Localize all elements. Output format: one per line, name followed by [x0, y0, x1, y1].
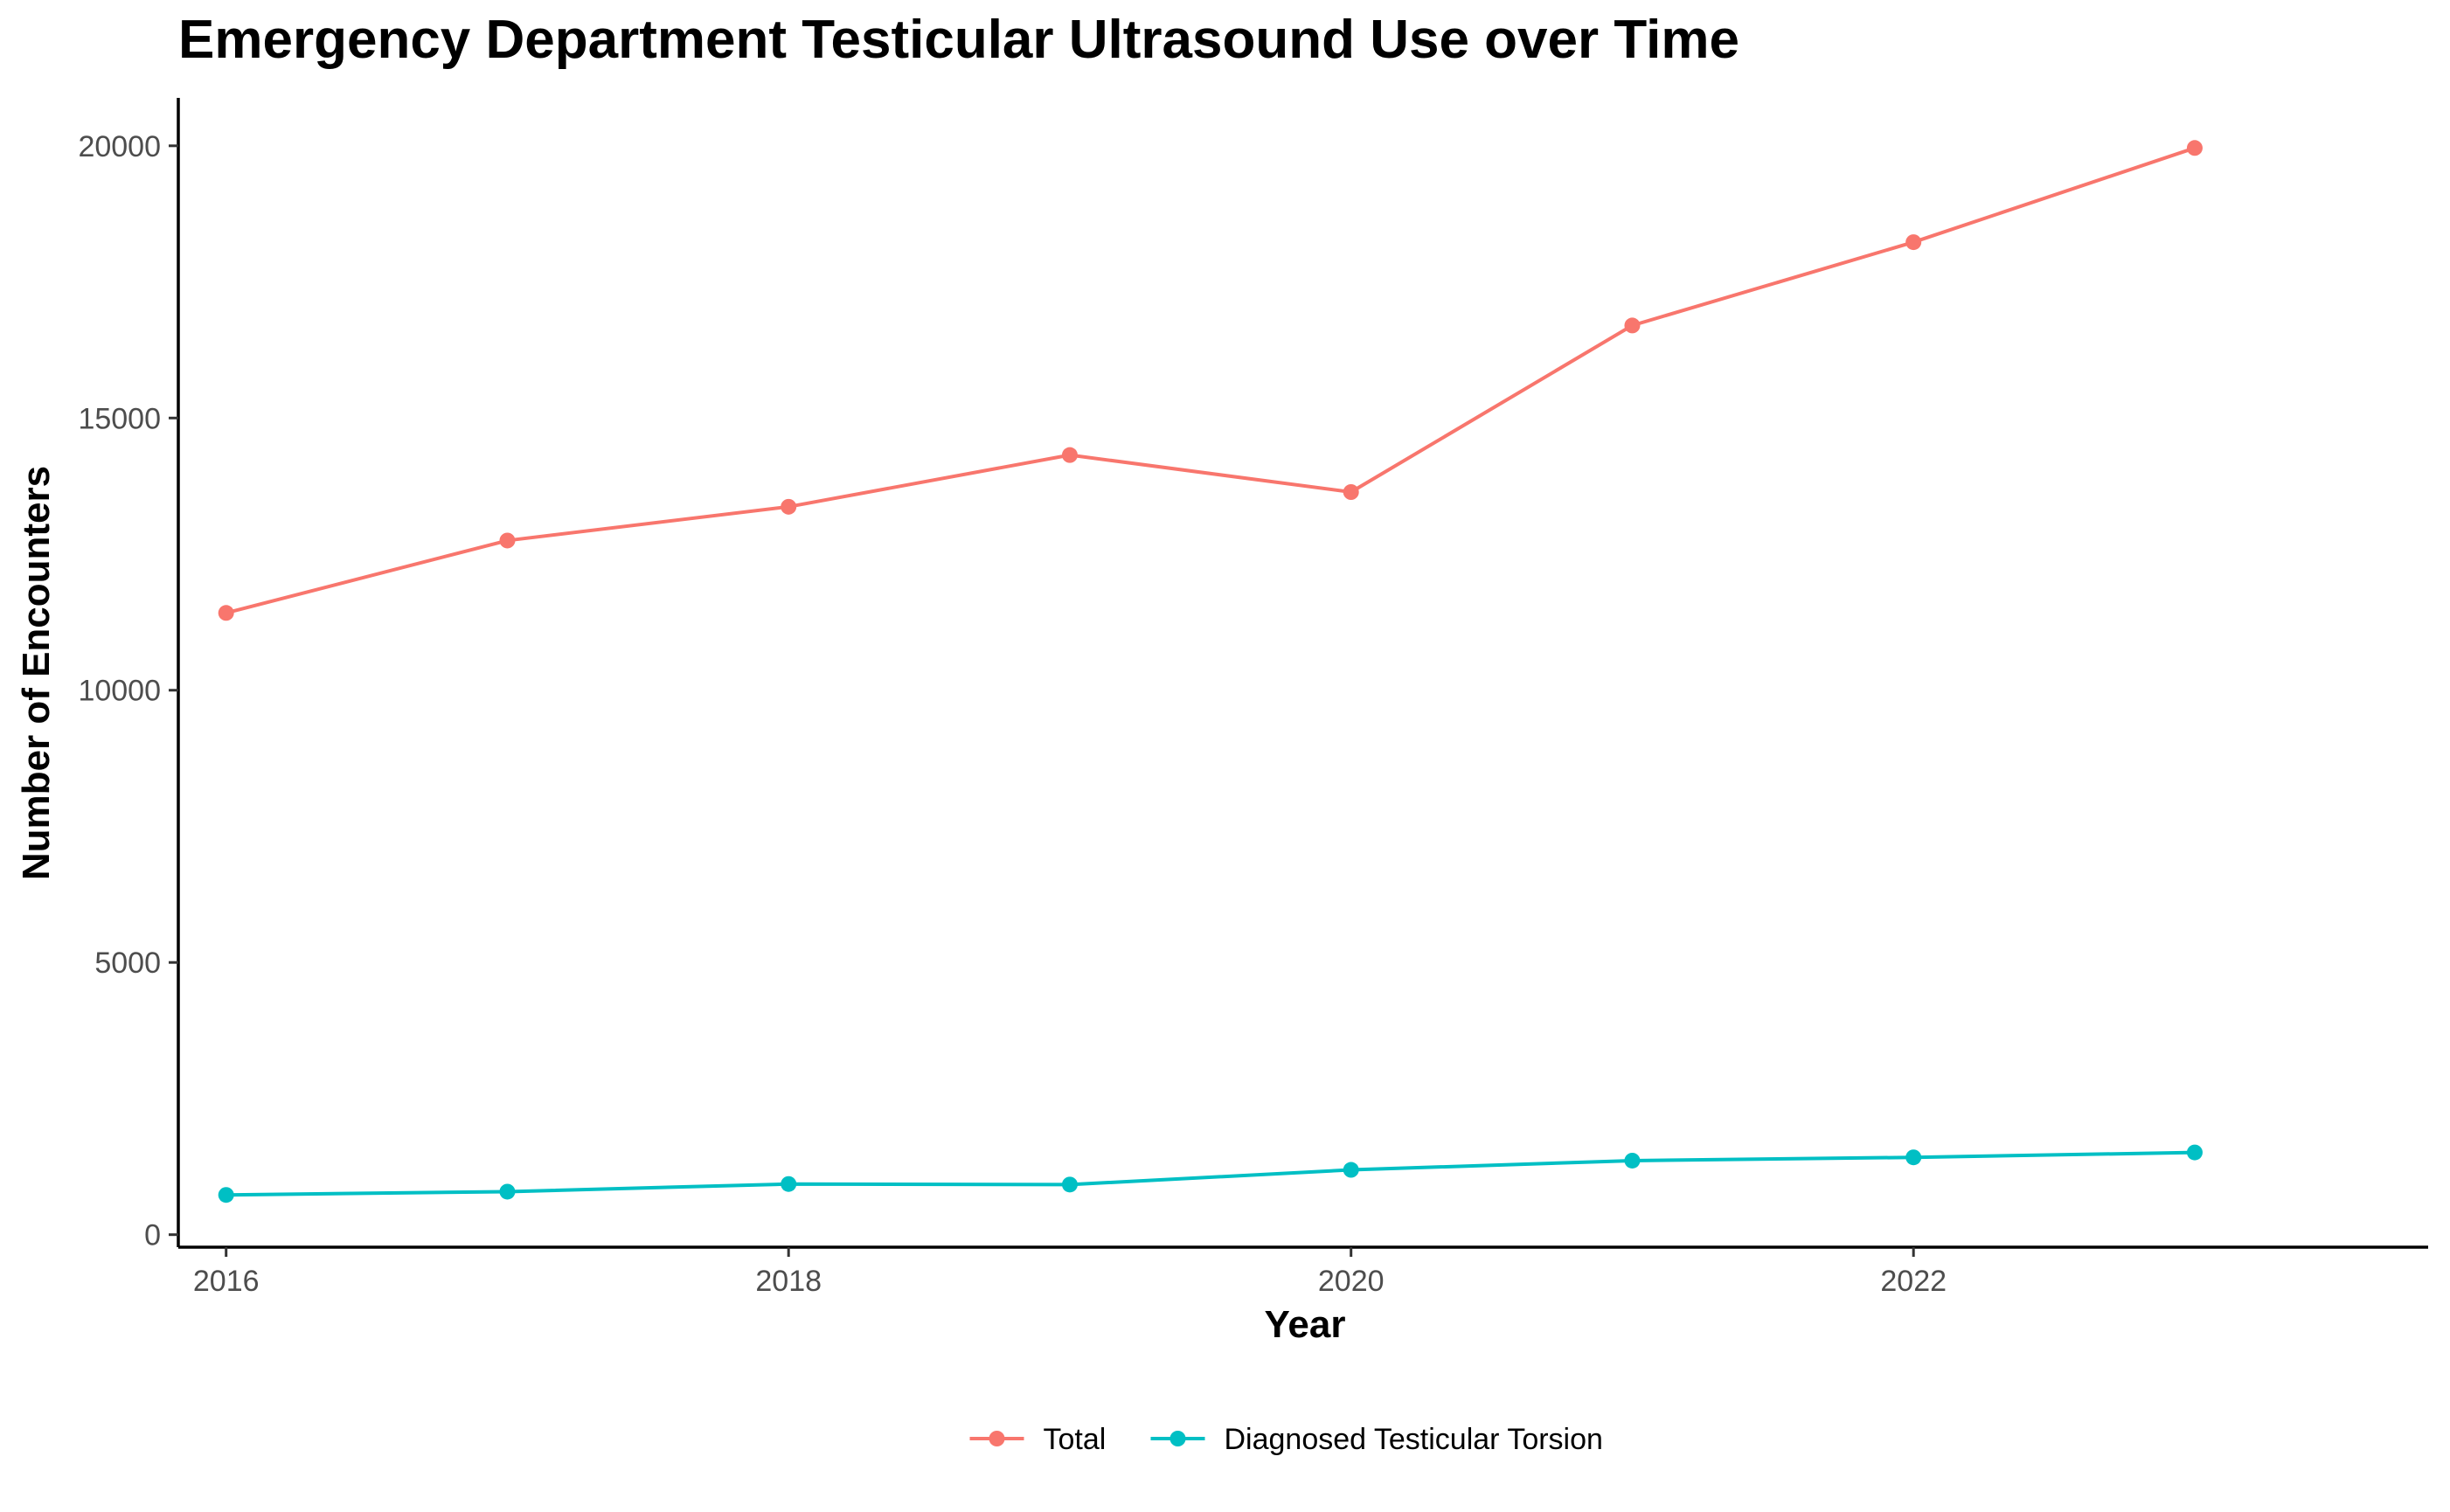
legend-key-point [989, 1431, 1005, 1446]
data-point [499, 532, 516, 549]
y-axis-title: Number of Encounters [15, 466, 58, 880]
data-point [2186, 140, 2203, 156]
data-point [1624, 1152, 1641, 1169]
legend-label: Total [1044, 1423, 1107, 1456]
y-tick-label: 0 [144, 1219, 161, 1252]
data-point [781, 1176, 797, 1192]
y-tick-label: 10000 [78, 675, 161, 708]
data-point [781, 498, 797, 515]
x-tick-label: 2016 [193, 1265, 260, 1298]
legend-label: Diagnosed Testicular Torsion [1225, 1423, 1603, 1456]
x-tick-label: 2022 [1880, 1265, 1947, 1298]
x-tick-label: 2020 [1318, 1265, 1385, 1298]
chart-title: Emergency Department Testicular Ultrasou… [178, 10, 1739, 70]
data-point [218, 1187, 234, 1203]
data-point [1343, 1162, 1359, 1178]
y-tick-label: 15000 [78, 402, 161, 435]
y-tick-label: 20000 [78, 130, 161, 163]
y-tick-label: 5000 [94, 947, 161, 980]
data-point [1624, 317, 1641, 334]
data-point [1905, 1149, 1922, 1166]
x-tick-label: 2018 [755, 1265, 822, 1298]
data-point [1343, 483, 1359, 500]
legend: Total Diagnosed Testicular Torsion [969, 1423, 1603, 1456]
data-point [1061, 1176, 1078, 1193]
series-line-total [226, 146, 2196, 615]
data-point [1905, 234, 1922, 251]
series-line-diagnosed-torsion [226, 1150, 2195, 1197]
legend-key-point [1169, 1431, 1186, 1446]
plot-area: 0 5000 10000 15000 20000 2016 2018 2020 2022 [78, 98, 2428, 1298]
data-point [2186, 1144, 2203, 1161]
data-point [1061, 447, 1078, 463]
data-point [499, 1183, 516, 1200]
data-point [218, 605, 234, 621]
x-axis-title: Year [1265, 1303, 1346, 1346]
